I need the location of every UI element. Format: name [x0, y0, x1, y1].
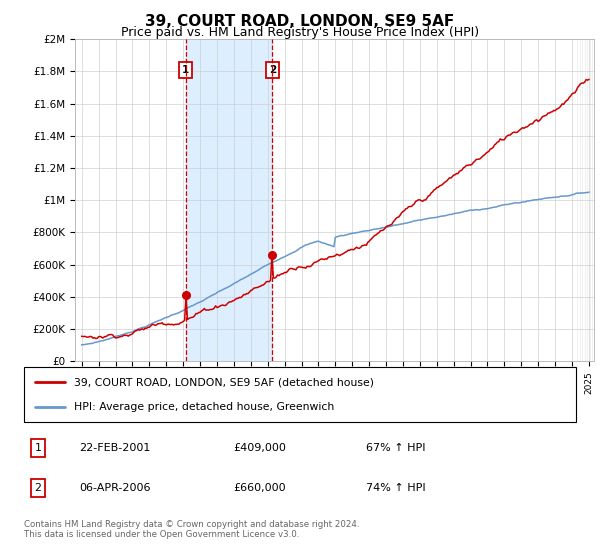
Bar: [185, 39, 272, 361]
Text: 39, COURT ROAD, LONDON, SE9 5AF (detached house): 39, COURT ROAD, LONDON, SE9 5AF (detache…: [74, 377, 374, 387]
Text: 22-FEB-2001: 22-FEB-2001: [79, 443, 151, 453]
Text: 67% ↑ HPI: 67% ↑ HPI: [366, 443, 426, 453]
Text: HPI: Average price, detached house, Greenwich: HPI: Average price, detached house, Gree…: [74, 403, 334, 412]
FancyBboxPatch shape: [24, 367, 576, 422]
Text: 2: 2: [34, 483, 41, 493]
Text: 39, COURT ROAD, LONDON, SE9 5AF: 39, COURT ROAD, LONDON, SE9 5AF: [145, 14, 455, 29]
Bar: [577, 39, 594, 361]
Text: Price paid vs. HM Land Registry's House Price Index (HPI): Price paid vs. HM Land Registry's House …: [121, 26, 479, 39]
Text: 2: 2: [269, 65, 276, 75]
Text: 06-APR-2006: 06-APR-2006: [79, 483, 151, 493]
Text: £660,000: £660,000: [234, 483, 286, 493]
Text: 1: 1: [182, 65, 189, 75]
Text: 1: 1: [34, 443, 41, 453]
Text: £409,000: £409,000: [234, 443, 287, 453]
Text: 74% ↑ HPI: 74% ↑ HPI: [366, 483, 426, 493]
Text: Contains HM Land Registry data © Crown copyright and database right 2024.
This d: Contains HM Land Registry data © Crown c…: [24, 520, 359, 539]
